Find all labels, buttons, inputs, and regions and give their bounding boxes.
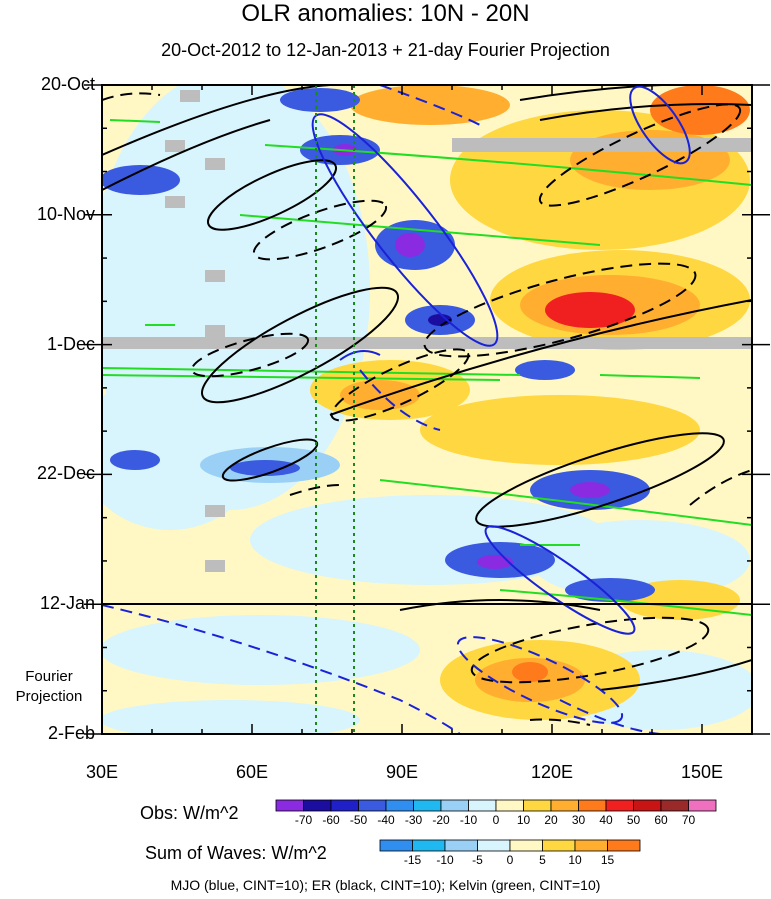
obs-colorbar-title: Obs: W/m^2 xyxy=(140,803,239,823)
colorbar-swatch xyxy=(523,799,552,812)
chart-subtitle: 20-Oct-2012 to 12-Jan-2013 + 21-day Four… xyxy=(161,40,610,60)
plot-frame xyxy=(101,84,753,735)
y-tick-label: 1-Dec xyxy=(46,333,95,354)
fourier-label-line1: Fourier xyxy=(25,668,73,685)
chart-title: OLR anomalies: 10N - 20N xyxy=(241,0,530,27)
colorbar-label: 0 xyxy=(492,813,500,827)
colorbar-label: -50 xyxy=(349,813,368,827)
colorbar-label: 0 xyxy=(506,853,514,867)
colorbar-label: 20 xyxy=(544,813,558,827)
colorbar-label: 70 xyxy=(681,813,696,827)
waves-colorbar-title: Sum of Waves: W/m^2 xyxy=(145,843,327,863)
obs-colorbar xyxy=(275,799,717,812)
y-tick-label: 12-Jan xyxy=(39,593,95,614)
colorbar-swatch xyxy=(509,839,543,852)
colorbar-swatch xyxy=(660,799,689,812)
er-contours-dashed xyxy=(102,92,752,726)
y-tick-label: 10-Nov xyxy=(36,203,95,224)
colorbar-label: -70 xyxy=(294,813,313,827)
fourier-label-line2: Projection xyxy=(15,688,83,705)
colorbar-label: 60 xyxy=(654,813,668,827)
colorbar-label: 10 xyxy=(568,853,582,867)
colorbar-label: -10 xyxy=(459,813,478,827)
x-tick-label: 90E xyxy=(385,762,419,782)
fourier-projection-label: Fourier Projection xyxy=(6,667,92,707)
colorbar-label: 50 xyxy=(626,813,641,827)
waves-colorbar xyxy=(379,839,641,852)
colorbar-swatch xyxy=(330,799,359,812)
x-tick-label: 60E xyxy=(235,762,269,782)
colorbar-label: 40 xyxy=(599,813,613,827)
y-tick-label: 20-Oct xyxy=(40,74,95,94)
colorbar-swatch xyxy=(358,799,387,812)
colorbar-label: 30 xyxy=(571,813,586,827)
y-tick-label: 22-Dec xyxy=(36,463,95,484)
x-tick-label: 120E xyxy=(530,762,574,782)
colorbar-swatch xyxy=(379,839,413,852)
colorbar-label: -5 xyxy=(472,853,483,867)
colorbar-swatch xyxy=(275,799,304,812)
colorbar-swatch xyxy=(495,799,524,812)
colorbar-swatch xyxy=(550,799,579,812)
colorbar-swatch xyxy=(477,839,511,852)
colorbar-label: -15 xyxy=(403,853,422,867)
colorbar-swatch xyxy=(303,799,332,812)
colorbar-label: -30 xyxy=(404,813,423,827)
kelvin-contours xyxy=(102,119,752,616)
colorbar-swatch xyxy=(413,799,442,812)
colorbar-swatch xyxy=(385,799,414,812)
colorbar-swatch xyxy=(412,839,446,852)
colorbar-swatch xyxy=(688,799,717,812)
colorbar-label: -40 xyxy=(377,813,395,827)
colorbar-swatch xyxy=(444,839,478,852)
colorbar-label: -10 xyxy=(436,853,454,867)
x-tick-label: 150E xyxy=(680,762,724,782)
er-contours xyxy=(102,85,752,691)
colorbar-label: 5 xyxy=(539,853,546,867)
colorbar-label: 10 xyxy=(516,813,531,827)
colorbar-label: 15 xyxy=(600,853,615,867)
colorbar-label: -60 xyxy=(322,813,340,827)
x-tick-label: 30E xyxy=(85,762,119,782)
colorbar-swatch xyxy=(468,799,497,812)
colorbar-swatch xyxy=(607,839,641,852)
heatmap-field xyxy=(102,85,752,734)
colorbar-swatch xyxy=(440,799,469,812)
contour-legend-footer: MJO (blue, CINT=10); ER (black, CINT=10)… xyxy=(170,877,601,893)
colorbar-swatch xyxy=(578,799,607,812)
colorbar-swatch xyxy=(605,799,634,812)
y-tick-label: 2-Feb xyxy=(47,723,95,743)
colorbar-label: -20 xyxy=(432,813,450,827)
axis-ticks xyxy=(84,84,770,735)
colorbar-swatch xyxy=(633,799,662,812)
colorbar-swatch xyxy=(574,839,608,852)
colorbar-swatch xyxy=(542,839,576,852)
